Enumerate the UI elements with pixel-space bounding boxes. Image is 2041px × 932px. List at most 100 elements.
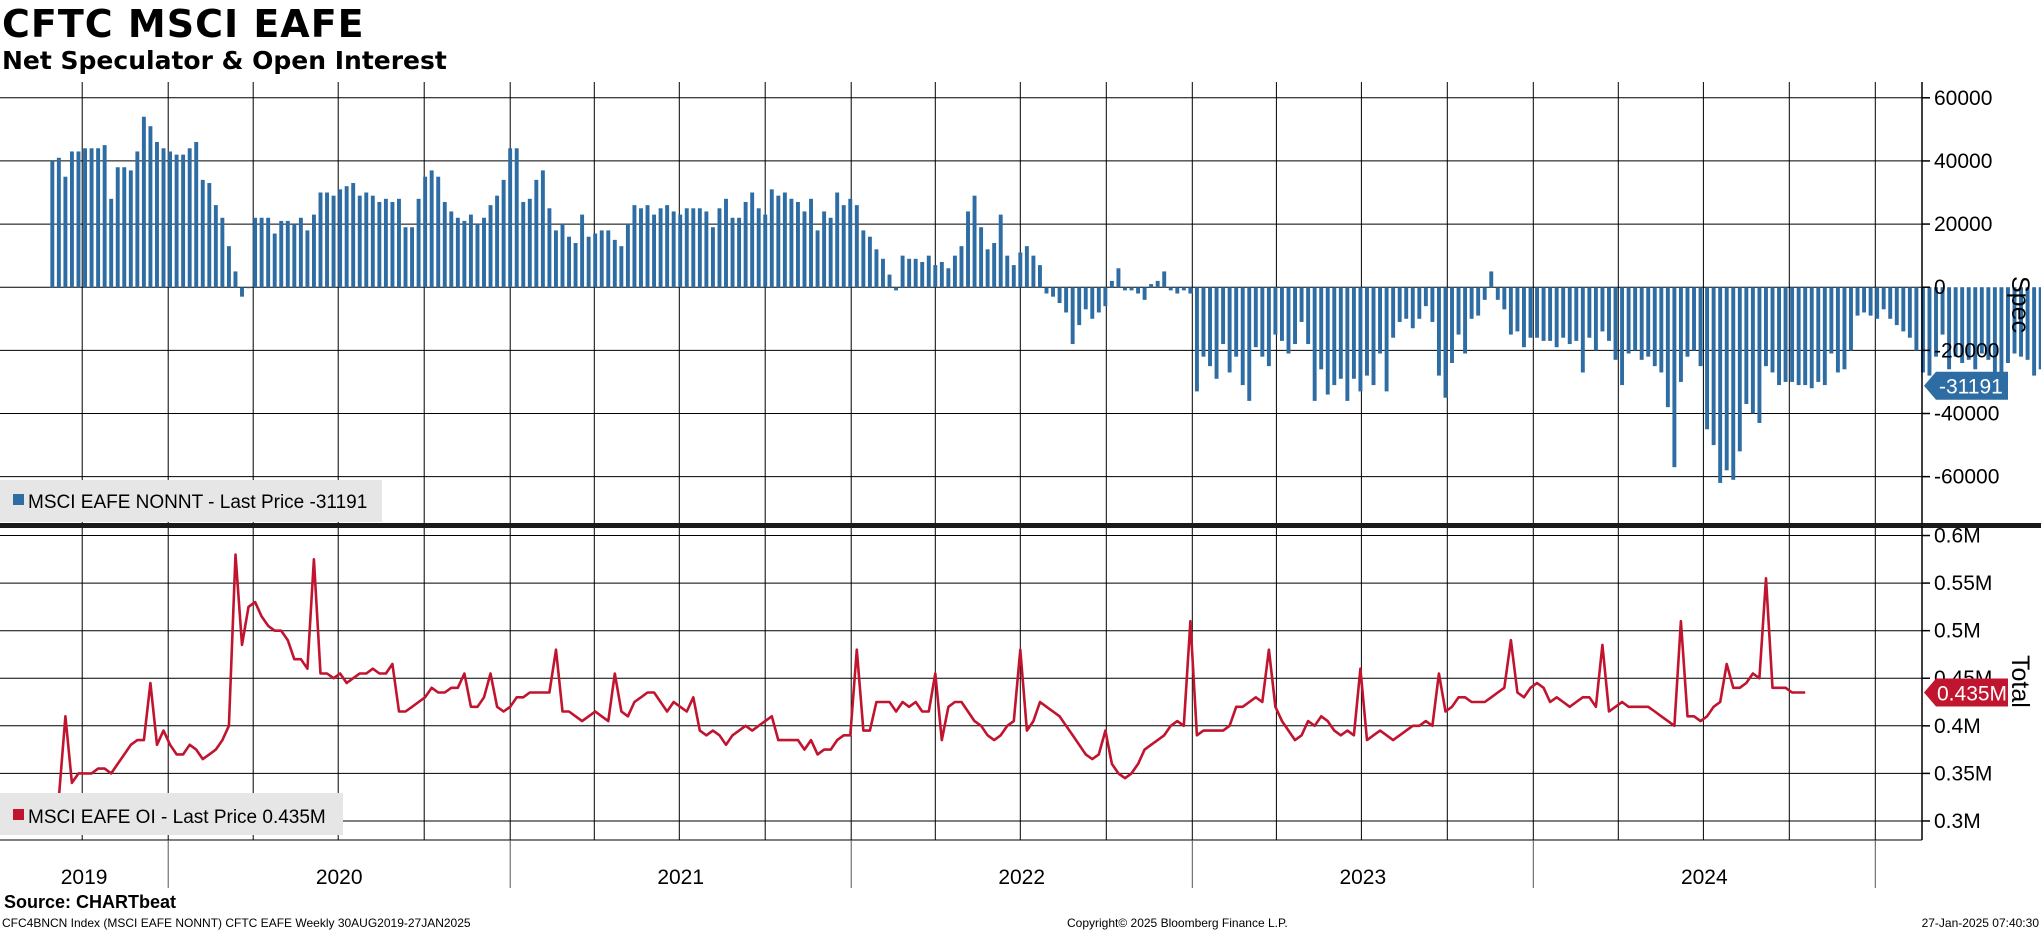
spec-bar	[1920, 287, 1925, 373]
spec-bar	[1685, 287, 1690, 357]
spec-bar	[1083, 287, 1088, 310]
spec-bar	[495, 195, 500, 288]
spec-bar	[1927, 287, 1932, 376]
spec-bar	[213, 205, 218, 288]
spec-bar	[1822, 287, 1827, 386]
oi-line	[52, 553, 1806, 799]
spec-bar	[416, 198, 421, 288]
spec-bar	[697, 208, 702, 288]
spec-bar	[1692, 287, 1696, 351]
oi-axis-title: Total	[2006, 655, 2034, 708]
spec-bar	[1724, 287, 1729, 471]
spec-bar	[1489, 271, 1494, 288]
spec-bar	[442, 201, 447, 288]
spec-bar	[76, 151, 81, 288]
oi-legend-box	[0, 793, 343, 835]
spec-bar	[874, 249, 879, 288]
spec-bar	[357, 195, 362, 288]
spec-bar	[1253, 287, 1258, 348]
spec-bar	[403, 227, 408, 288]
spec-bar	[1593, 287, 1598, 351]
spec-bar	[1508, 287, 1513, 335]
spec-bar	[155, 141, 159, 288]
spec-bar	[1279, 287, 1284, 341]
spec-bar	[1731, 287, 1736, 480]
spec-bar	[1646, 287, 1651, 357]
spec-bar	[96, 148, 101, 288]
spec-bar	[645, 205, 650, 288]
spec-bar	[1554, 287, 1559, 348]
chart-canvas: 60000 40000 20000 0 -20000 -40000 -60000 Spec 0…	[0, 82, 2041, 889]
spec-bar	[527, 198, 532, 288]
spec-bar	[1777, 287, 1781, 386]
spec-bar	[632, 205, 637, 288]
spec-y-tick-label: 40000	[1934, 150, 1992, 173]
spec-bar	[763, 214, 768, 288]
spec-bar	[652, 214, 657, 288]
spec-bar	[1240, 287, 1245, 386]
year-label: 2024	[1681, 866, 1728, 889]
spec-bar	[318, 192, 323, 288]
panel-separator	[0, 523, 2041, 528]
spec-bar	[1548, 287, 1553, 341]
spec-bar	[534, 179, 539, 288]
spec-bar	[952, 255, 957, 288]
spec-bar	[1737, 287, 1742, 452]
spec-bar	[168, 151, 173, 288]
oi-legend-label: MSCI EAFE OI - Last Price 0.435M	[28, 807, 326, 828]
spec-bar	[907, 258, 912, 288]
spec-bar	[1064, 287, 1069, 313]
spec-bar	[1312, 287, 1317, 401]
spec-bar	[848, 198, 853, 288]
spec-bar	[1404, 287, 1409, 319]
spec-bar	[383, 198, 388, 288]
spec-bar	[1744, 287, 1749, 405]
spec-bar	[1116, 268, 1121, 288]
spec-bar	[717, 208, 722, 288]
spec-bar	[63, 176, 68, 288]
spec-bar	[1894, 287, 1899, 326]
spec-bar	[1142, 287, 1147, 300]
spec-bar	[436, 176, 441, 288]
spec-bar	[468, 214, 473, 288]
spec-bar	[1574, 287, 1579, 341]
year-label: 2022	[998, 866, 1045, 889]
spec-bar	[1495, 287, 1500, 300]
spec-bar	[1953, 287, 1958, 357]
spec-bar	[1868, 287, 1873, 316]
spec-bar	[1149, 284, 1154, 288]
spec-last-value-badge	[1924, 371, 2008, 400]
footer-ticker-info: CFC4BNCN Index (MSCI EAFE NONNT) CFTC EA…	[2, 916, 471, 930]
spec-bar	[331, 195, 336, 288]
spec-bar	[1783, 287, 1788, 382]
spec-bar	[776, 195, 781, 288]
spec-bar	[1986, 287, 1991, 360]
spec-bar	[1973, 287, 1978, 370]
last-value-badges: -31191 0.435M	[1924, 371, 2008, 707]
spec-bar	[1070, 287, 1075, 345]
spec-bar	[1901, 287, 1906, 332]
spec-bar	[462, 220, 467, 288]
spec-bar	[1678, 287, 1683, 382]
spec-legend-box	[0, 480, 382, 522]
spec-bar	[1992, 287, 1997, 376]
spec-bar	[926, 255, 931, 288]
spec-bar	[220, 217, 225, 288]
spec-bar	[1227, 287, 1232, 373]
spec-legend-label: MSCI EAFE NONNT - Last Price -31191	[28, 492, 367, 513]
spec-bar	[1541, 287, 1546, 341]
spec-bar	[573, 243, 578, 288]
spec-bar	[1018, 252, 1023, 288]
spec-bar	[1796, 287, 1801, 386]
spec-bar	[194, 141, 199, 288]
spec-bar	[1371, 287, 1376, 386]
spec-bar	[1757, 287, 1762, 423]
spec-bar	[959, 246, 964, 288]
spec-bar	[920, 261, 925, 288]
spec-bar	[1378, 287, 1383, 354]
spec-bar	[1234, 287, 1239, 357]
spec-bar	[1201, 287, 1206, 357]
spec-bar	[658, 208, 663, 288]
chart-subtitle: Net Speculator & Open Interest	[2, 46, 447, 75]
spec-bar	[364, 192, 369, 288]
